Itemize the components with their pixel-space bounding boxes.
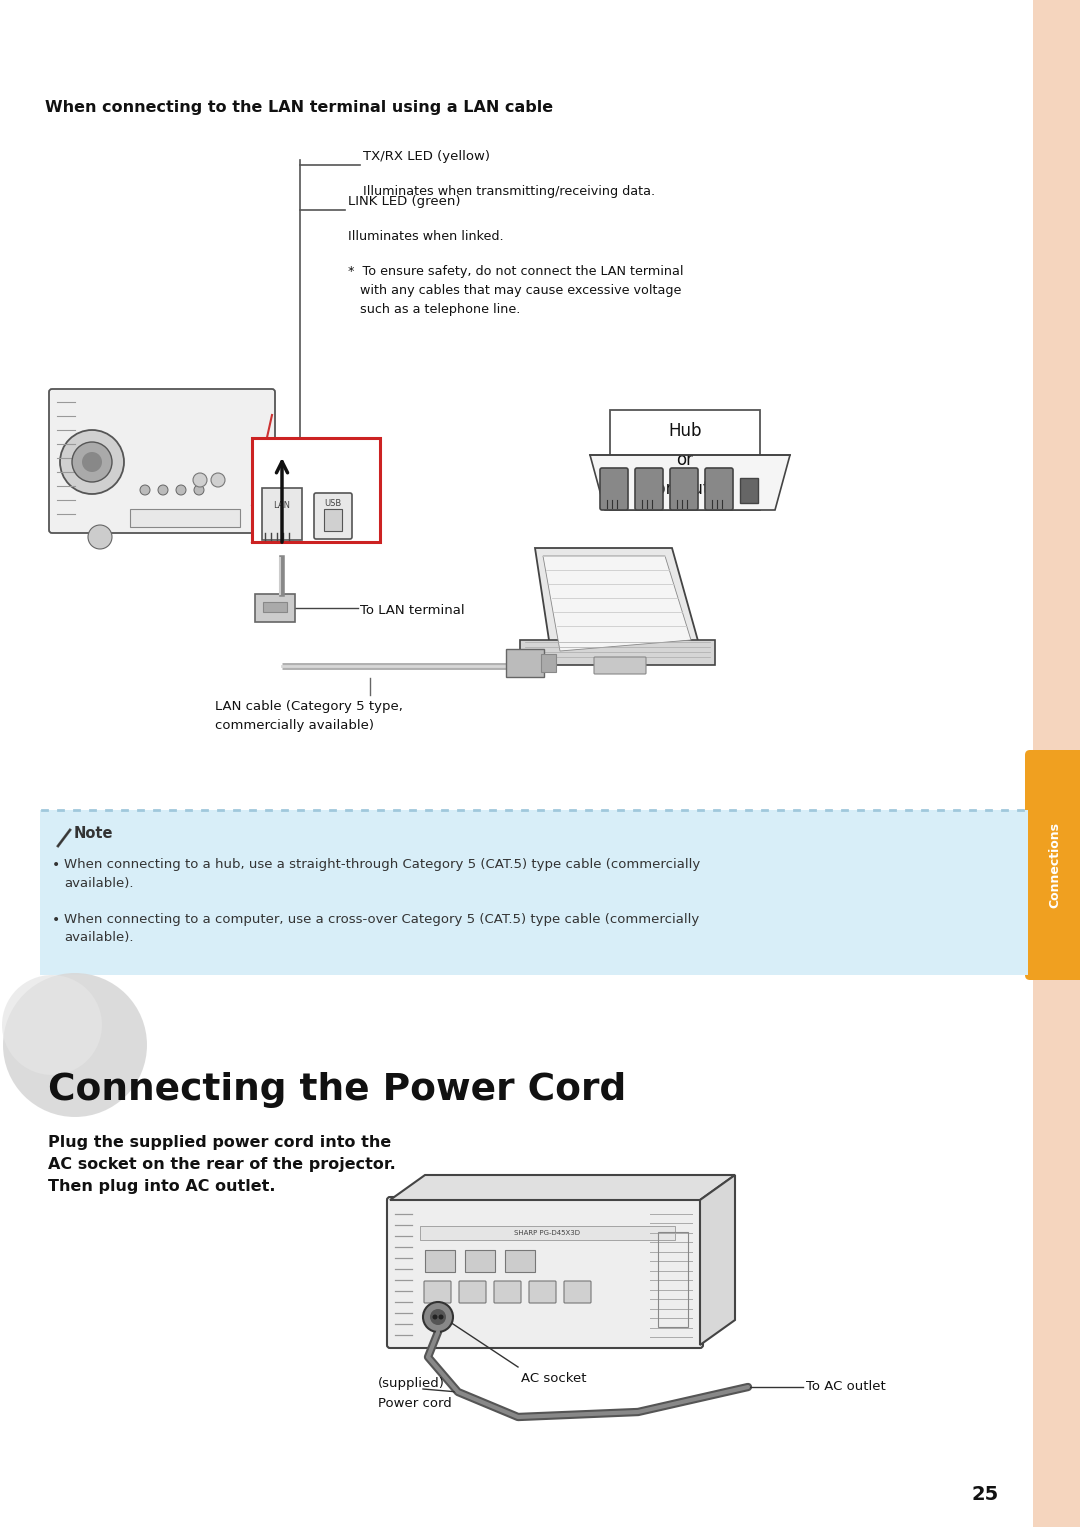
Circle shape bbox=[3, 973, 147, 1116]
FancyBboxPatch shape bbox=[600, 467, 627, 510]
FancyBboxPatch shape bbox=[459, 1281, 486, 1303]
Text: Hub
or
Computer: Hub or Computer bbox=[644, 421, 726, 498]
FancyBboxPatch shape bbox=[519, 640, 715, 664]
Text: AC socket on the rear of the projector.: AC socket on the rear of the projector. bbox=[48, 1157, 395, 1173]
FancyBboxPatch shape bbox=[424, 1281, 451, 1303]
Bar bbox=[1032, 0, 1080, 1527]
Text: TX/RX LED (yellow): TX/RX LED (yellow) bbox=[363, 150, 490, 163]
FancyBboxPatch shape bbox=[130, 508, 240, 527]
Text: When connecting to a computer, use a cross-over Category 5 (CAT.5) type cable (c: When connecting to a computer, use a cro… bbox=[64, 913, 699, 945]
Text: To AC outlet: To AC outlet bbox=[806, 1380, 886, 1394]
FancyBboxPatch shape bbox=[507, 649, 544, 676]
FancyBboxPatch shape bbox=[264, 602, 287, 612]
Text: Note: Note bbox=[75, 826, 113, 841]
Text: Power cord: Power cord bbox=[378, 1397, 451, 1409]
FancyBboxPatch shape bbox=[529, 1281, 556, 1303]
Circle shape bbox=[432, 1315, 437, 1319]
Circle shape bbox=[60, 431, 124, 495]
FancyBboxPatch shape bbox=[262, 489, 302, 541]
Circle shape bbox=[438, 1315, 444, 1319]
Circle shape bbox=[176, 486, 186, 495]
FancyBboxPatch shape bbox=[465, 1251, 495, 1272]
Circle shape bbox=[87, 525, 112, 550]
Text: Illuminates when linked.: Illuminates when linked. bbox=[348, 231, 503, 243]
Circle shape bbox=[211, 473, 225, 487]
Text: 25: 25 bbox=[971, 1486, 999, 1504]
FancyBboxPatch shape bbox=[314, 493, 352, 539]
FancyBboxPatch shape bbox=[740, 478, 758, 502]
Circle shape bbox=[140, 486, 150, 495]
Circle shape bbox=[82, 452, 102, 472]
Text: LAN: LAN bbox=[273, 501, 291, 510]
Text: (supplied): (supplied) bbox=[378, 1377, 445, 1390]
Text: Connections: Connections bbox=[1049, 822, 1062, 909]
Polygon shape bbox=[535, 548, 700, 660]
FancyBboxPatch shape bbox=[541, 654, 556, 672]
Circle shape bbox=[430, 1309, 446, 1325]
Text: Plug the supplied power cord into the: Plug the supplied power cord into the bbox=[48, 1135, 391, 1150]
Polygon shape bbox=[390, 1174, 735, 1200]
Circle shape bbox=[158, 486, 168, 495]
Polygon shape bbox=[700, 1174, 735, 1345]
FancyBboxPatch shape bbox=[564, 1281, 591, 1303]
Text: USB: USB bbox=[324, 499, 341, 508]
FancyBboxPatch shape bbox=[426, 1251, 455, 1272]
Circle shape bbox=[72, 441, 112, 483]
Text: To LAN terminal: To LAN terminal bbox=[360, 605, 464, 617]
FancyBboxPatch shape bbox=[49, 389, 275, 533]
Circle shape bbox=[423, 1303, 453, 1332]
FancyBboxPatch shape bbox=[494, 1281, 521, 1303]
Text: When connecting to a hub, use a straight-through Category 5 (CAT.5) type cable (: When connecting to a hub, use a straight… bbox=[64, 858, 700, 890]
FancyBboxPatch shape bbox=[610, 411, 760, 510]
Circle shape bbox=[193, 473, 207, 487]
FancyBboxPatch shape bbox=[387, 1197, 703, 1348]
Circle shape bbox=[194, 486, 204, 495]
Text: When connecting to the LAN terminal using a LAN cable: When connecting to the LAN terminal usin… bbox=[45, 99, 553, 115]
Text: Illuminates when transmitting/receiving data.: Illuminates when transmitting/receiving … bbox=[363, 185, 656, 199]
FancyBboxPatch shape bbox=[594, 657, 646, 673]
Text: SHARP PG-D45X3D: SHARP PG-D45X3D bbox=[514, 1231, 581, 1235]
Text: LINK LED (green): LINK LED (green) bbox=[348, 195, 460, 208]
FancyBboxPatch shape bbox=[635, 467, 663, 510]
FancyBboxPatch shape bbox=[324, 508, 342, 531]
FancyBboxPatch shape bbox=[420, 1226, 675, 1240]
Text: •: • bbox=[52, 858, 60, 872]
Text: LAN cable (Category 5 type,
commercially available): LAN cable (Category 5 type, commercially… bbox=[215, 699, 403, 731]
FancyBboxPatch shape bbox=[255, 594, 295, 621]
Text: *  To ensure safety, do not connect the LAN terminal
   with any cables that may: * To ensure safety, do not connect the L… bbox=[348, 266, 684, 316]
Circle shape bbox=[2, 976, 102, 1075]
FancyBboxPatch shape bbox=[252, 438, 380, 542]
Polygon shape bbox=[543, 556, 691, 651]
Text: •: • bbox=[52, 913, 60, 927]
FancyBboxPatch shape bbox=[505, 1251, 535, 1272]
Polygon shape bbox=[590, 455, 789, 510]
FancyBboxPatch shape bbox=[670, 467, 698, 510]
Text: Connecting the Power Cord: Connecting the Power Cord bbox=[48, 1072, 626, 1109]
Text: Then plug into AC outlet.: Then plug into AC outlet. bbox=[48, 1179, 275, 1194]
FancyBboxPatch shape bbox=[705, 467, 733, 510]
FancyBboxPatch shape bbox=[1025, 750, 1080, 980]
Bar bbox=[40, 809, 1028, 976]
Text: AC socket: AC socket bbox=[521, 1371, 586, 1385]
